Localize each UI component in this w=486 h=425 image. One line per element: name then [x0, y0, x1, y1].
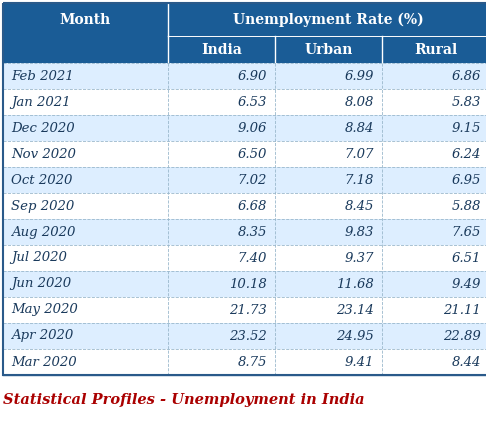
Text: 11.68: 11.68 [336, 278, 374, 291]
Text: Feb 2021: Feb 2021 [11, 70, 73, 82]
Text: Jul 2020: Jul 2020 [11, 252, 67, 264]
Text: 9.37: 9.37 [345, 252, 374, 264]
Text: Nov 2020: Nov 2020 [11, 147, 76, 161]
Bar [3, 271, 486, 297]
Text: 9.49: 9.49 [451, 278, 481, 291]
Text: 21.73: 21.73 [229, 303, 267, 317]
Text: 8.45: 8.45 [345, 199, 374, 212]
Text: Rural: Rural [414, 42, 457, 57]
Text: 6.51: 6.51 [451, 252, 481, 264]
Bar [3, 36, 168, 63]
Text: India: India [201, 42, 242, 57]
Text: Oct 2020: Oct 2020 [11, 173, 72, 187]
Bar [3, 3, 486, 375]
Text: Jan 2021: Jan 2021 [11, 96, 70, 108]
Text: 6.24: 6.24 [451, 147, 481, 161]
Text: 9.15: 9.15 [451, 122, 481, 134]
Text: 7.07: 7.07 [345, 147, 374, 161]
Text: Urban: Urban [304, 42, 353, 57]
Bar [3, 167, 486, 193]
Text: Aug 2020: Aug 2020 [11, 226, 75, 238]
Text: Statistical Profiles - Unemployment in India: Statistical Profiles - Unemployment in I… [3, 393, 364, 407]
Bar [3, 349, 486, 375]
Bar [382, 36, 486, 63]
Text: 8.84: 8.84 [345, 122, 374, 134]
Text: 23.52: 23.52 [229, 329, 267, 343]
Text: 6.53: 6.53 [238, 96, 267, 108]
Text: 6.86: 6.86 [451, 70, 481, 82]
Text: 6.50: 6.50 [238, 147, 267, 161]
Text: 24.95: 24.95 [336, 329, 374, 343]
Text: Mar 2020: Mar 2020 [11, 355, 77, 368]
Text: 6.95: 6.95 [451, 173, 481, 187]
Text: Jun 2020: Jun 2020 [11, 278, 71, 291]
Bar [3, 115, 486, 141]
Text: 5.88: 5.88 [451, 199, 481, 212]
Text: 8.35: 8.35 [238, 226, 267, 238]
Text: May 2020: May 2020 [11, 303, 78, 317]
Text: 23.14: 23.14 [336, 303, 374, 317]
Text: 6.68: 6.68 [238, 199, 267, 212]
Text: 9.41: 9.41 [345, 355, 374, 368]
Text: Apr 2020: Apr 2020 [11, 329, 73, 343]
Bar [3, 245, 486, 271]
Text: 9.06: 9.06 [238, 122, 267, 134]
Bar [3, 141, 486, 167]
Bar [3, 219, 486, 245]
Text: 8.44: 8.44 [451, 355, 481, 368]
Text: 5.83: 5.83 [451, 96, 481, 108]
Bar [3, 193, 486, 219]
Bar [275, 36, 382, 63]
Text: 6.99: 6.99 [345, 70, 374, 82]
Text: 8.75: 8.75 [238, 355, 267, 368]
Text: Dec 2020: Dec 2020 [11, 122, 75, 134]
Text: 21.11: 21.11 [443, 303, 481, 317]
Text: 22.89: 22.89 [443, 329, 481, 343]
Text: 9.83: 9.83 [345, 226, 374, 238]
Text: Month: Month [60, 12, 111, 26]
Text: 7.02: 7.02 [238, 173, 267, 187]
Text: 8.08: 8.08 [345, 96, 374, 108]
Bar [3, 323, 486, 349]
Text: 6.90: 6.90 [238, 70, 267, 82]
Bar [3, 89, 486, 115]
Bar [3, 297, 486, 323]
Text: 7.40: 7.40 [238, 252, 267, 264]
Text: 10.18: 10.18 [229, 278, 267, 291]
Text: 7.18: 7.18 [345, 173, 374, 187]
Bar [168, 3, 486, 36]
Bar [168, 36, 275, 63]
Text: Unemployment Rate (%): Unemployment Rate (%) [233, 12, 424, 27]
Text: 7.65: 7.65 [451, 226, 481, 238]
Bar [3, 3, 168, 36]
Text: Sep 2020: Sep 2020 [11, 199, 74, 212]
Bar [3, 63, 486, 89]
